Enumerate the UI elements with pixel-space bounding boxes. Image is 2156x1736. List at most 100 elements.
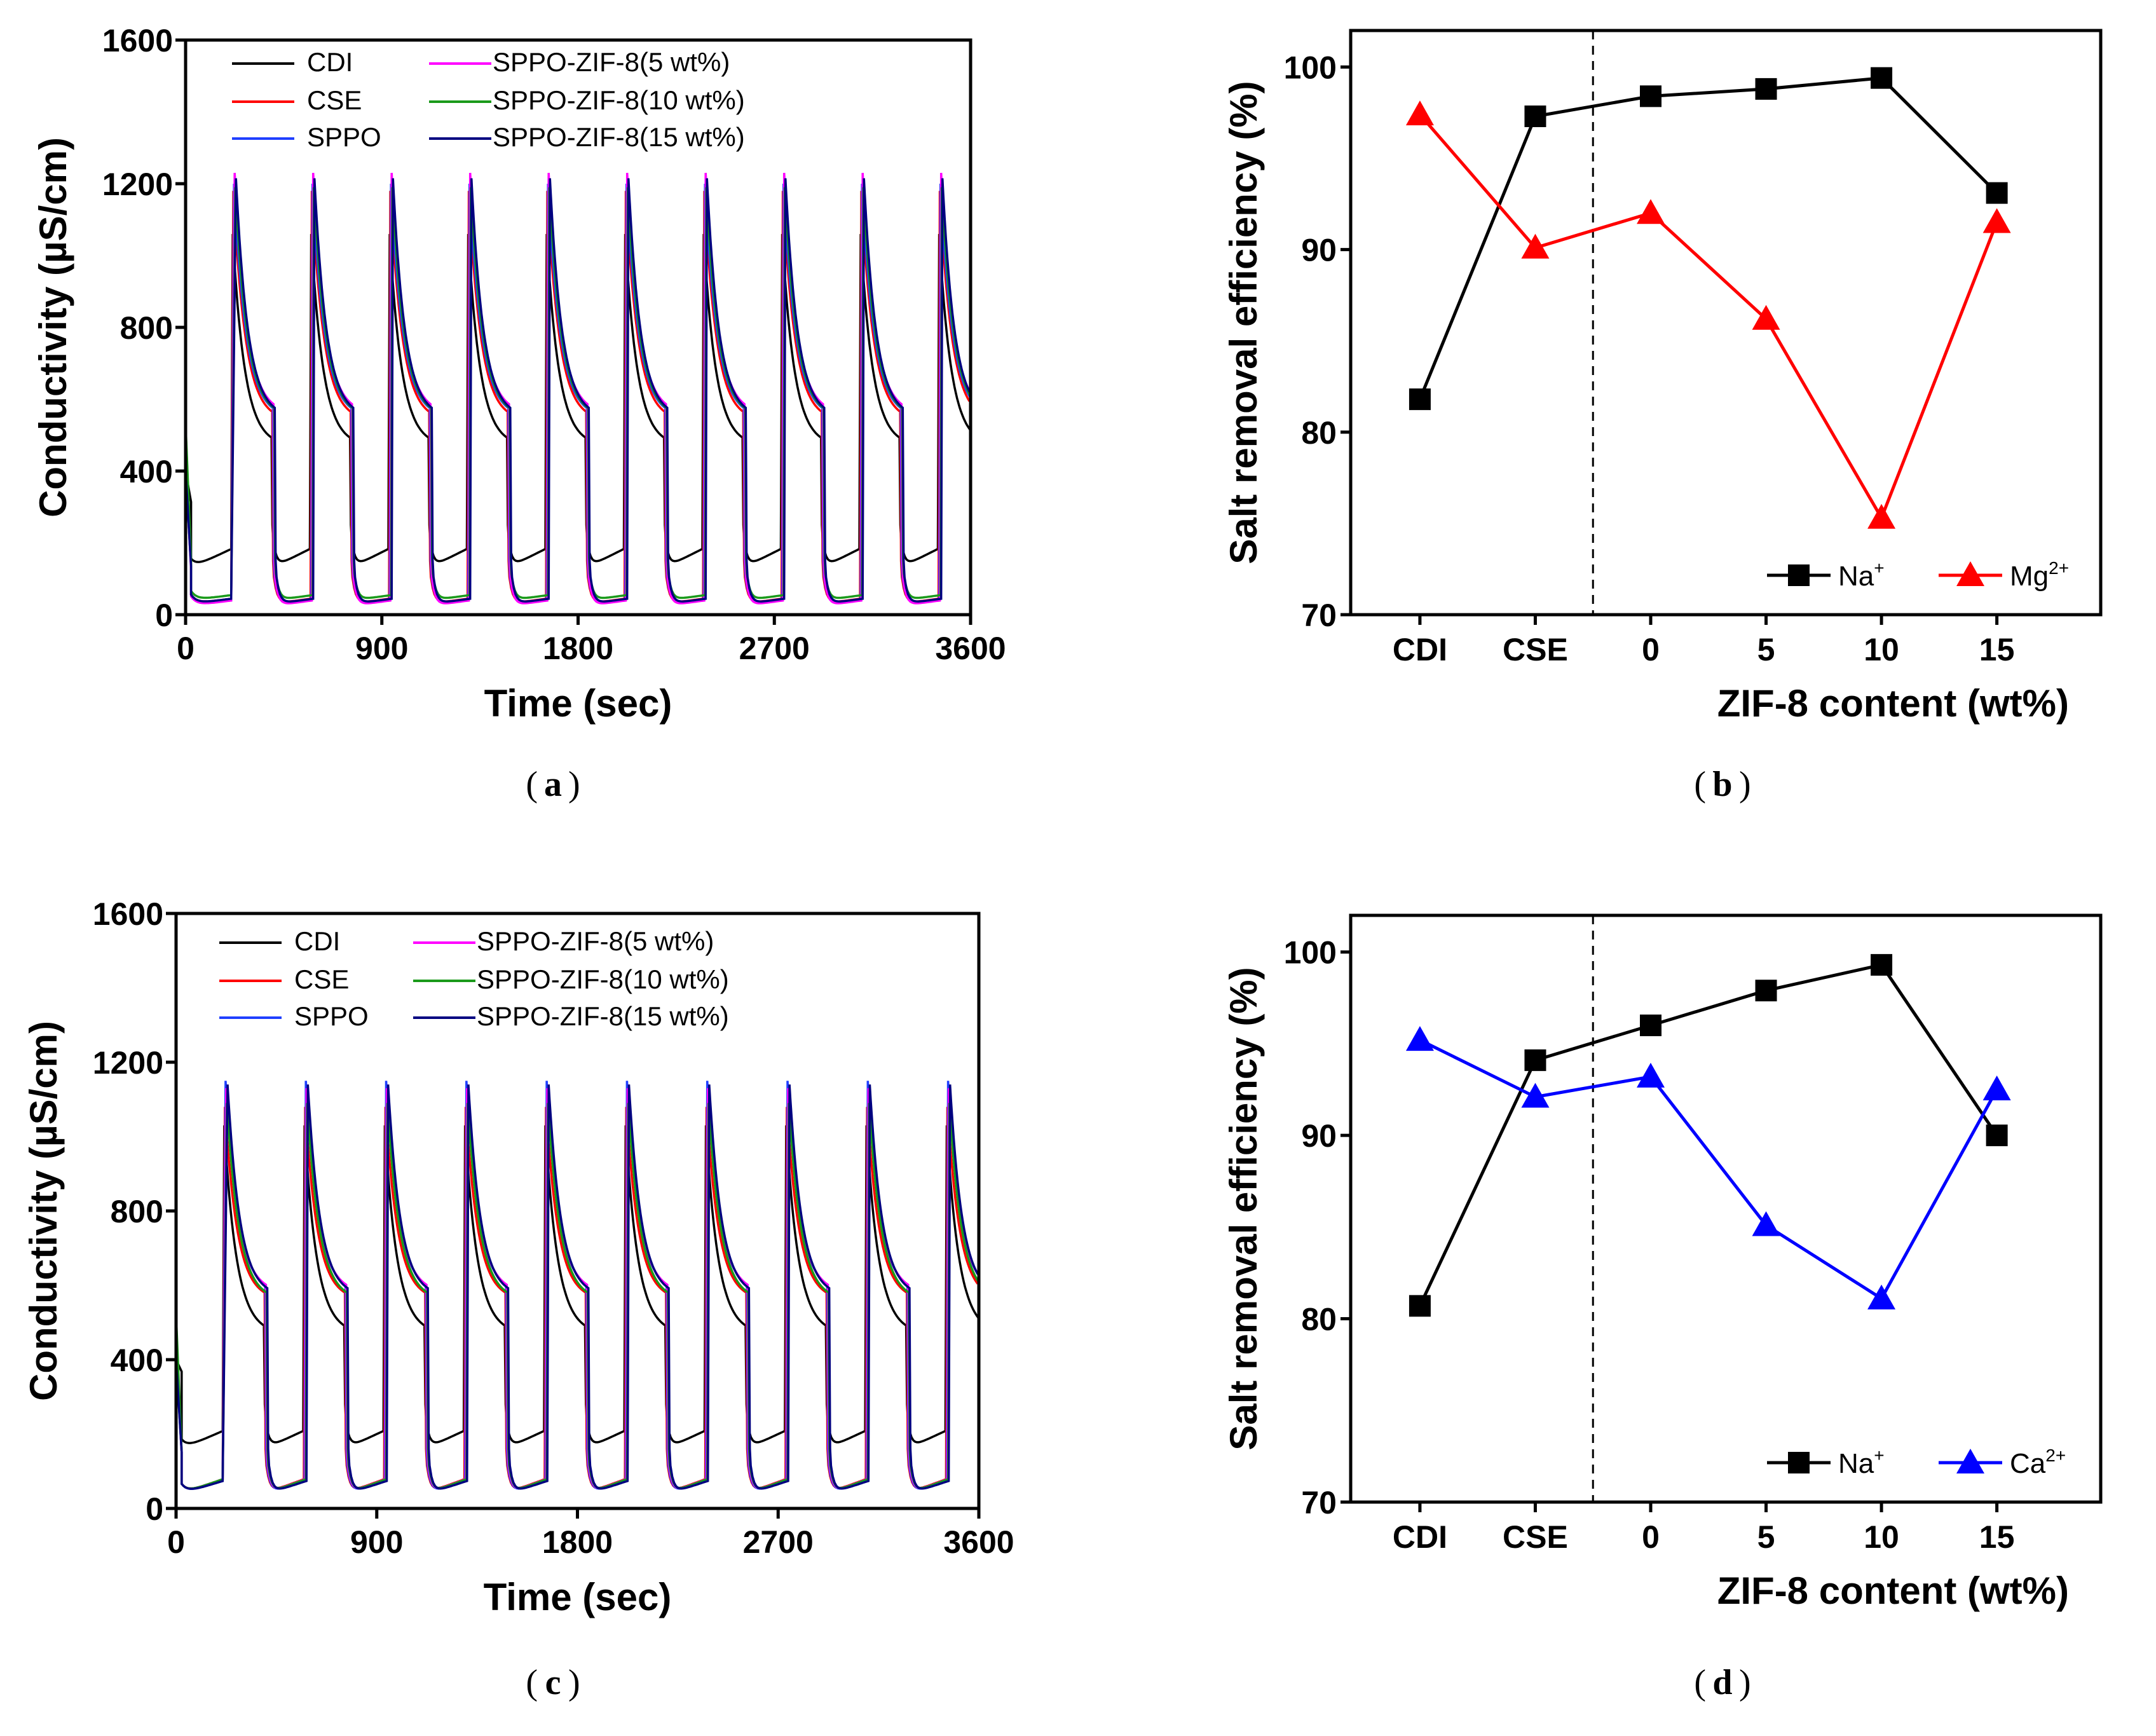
- panel-caption: d: [1712, 1663, 1732, 1702]
- data-point-square: [1524, 105, 1546, 127]
- x-axis-label: Time (sec): [484, 682, 672, 725]
- y-axis-label: Conductivity (µS/cm): [32, 137, 74, 517]
- series-line-sppo-zif-8-10-wt-: [175, 1103, 979, 1490]
- plot-frame: [1349, 913, 2103, 1504]
- data-point-square: [1755, 78, 1777, 100]
- y-tick-label: 70: [1301, 598, 1337, 633]
- data-point-square: [1640, 1015, 1661, 1037]
- y-tick-label: 400: [120, 454, 173, 489]
- y-tick-label: 1200: [102, 167, 173, 202]
- y-tick-label: 100: [1284, 935, 1337, 971]
- x-tick-label: CDI: [1393, 632, 1447, 667]
- x-axis-label: ZIF-8 content (wt%): [1717, 1569, 2069, 1612]
- x-tick-label: 10: [1864, 1519, 1899, 1555]
- y-tick-label: 800: [120, 310, 173, 346]
- x-tick-label: CDI: [1393, 1519, 1447, 1555]
- data-point-triangle: [1867, 1284, 1896, 1309]
- legend-label: CDI: [294, 926, 340, 956]
- caption-paren: ): [1739, 1663, 1751, 1702]
- x-tick-label: 1800: [543, 631, 613, 666]
- y-tick-label: 1200: [93, 1045, 163, 1081]
- data-point-triangle: [1752, 304, 1780, 330]
- x-tick-label: 5: [1757, 1519, 1775, 1555]
- caption-paren: (: [1694, 1663, 1706, 1702]
- data-point-triangle: [1521, 1083, 1550, 1108]
- legend-ion-charge: +: [1874, 1446, 1884, 1465]
- x-tick-label: 1800: [542, 1524, 613, 1560]
- chart-panel-b: CDI CSE 0 5 10 15 70 80 90 100 ZIF-8 content (wt%)…: [1222, 29, 2103, 804]
- x-tick-label: 0: [177, 631, 194, 666]
- legend-marker-triangle: [1956, 561, 1984, 586]
- data-point-square: [1755, 980, 1777, 1002]
- y-tick-label: 400: [111, 1343, 163, 1378]
- data-point-triangle: [1637, 1062, 1665, 1088]
- legend-label: SPPO: [294, 1001, 369, 1031]
- data-point-triangle: [1405, 1026, 1434, 1051]
- legend-label: SPPO-ZIF-8(15 wt%): [493, 122, 745, 152]
- legend-label: Ca2+: [2010, 1446, 2066, 1479]
- x-axis-label: Time (sec): [484, 1576, 672, 1618]
- legend-label: Na+: [1838, 1446, 1885, 1479]
- legend-ion-charge: 2+: [2045, 1446, 2066, 1465]
- data-point-square: [1871, 67, 1893, 89]
- y-tick-label: 90: [1301, 1118, 1337, 1154]
- y-tick-label: 90: [1301, 233, 1337, 268]
- legend-label: SPPO-ZIF-8(15 wt%): [477, 1001, 729, 1031]
- data-point-square: [1986, 182, 2008, 204]
- x-tick-label: 10: [1864, 632, 1899, 667]
- chart-panel-c: 0 900 1800 2700 3600 0 400 800 1200 1600 Time (sec…: [22, 896, 1014, 1702]
- legend-ion-name: Mg: [2010, 561, 2049, 592]
- panel-caption: b: [1712, 765, 1732, 804]
- x-tick-label: 3600: [935, 631, 1006, 666]
- data-point-triangle: [1982, 1076, 2011, 1101]
- data-point-triangle: [1752, 1211, 1780, 1236]
- x-tick-label: 15: [1979, 1519, 2015, 1555]
- legend-marker-square: [1788, 1452, 1810, 1473]
- legend-label: CSE: [294, 964, 349, 994]
- series-line-cdi: [184, 233, 971, 563]
- data-point-square: [1409, 1295, 1431, 1317]
- caption-paren: (: [526, 765, 538, 804]
- legend-label: SPPO-ZIF-8(10 wt%): [493, 85, 745, 115]
- caption-paren: ): [1739, 765, 1751, 804]
- y-tick-label: 100: [1284, 50, 1337, 85]
- y-tick-label: 80: [1301, 415, 1337, 451]
- data-point-square: [1640, 85, 1661, 107]
- legend: CDI CSE SPPO SPPO-ZIF-8(5 wt%) SPPO-ZIF-8(10…: [232, 47, 745, 152]
- x-tick-label: 5: [1757, 632, 1775, 667]
- plot-frame: [1349, 29, 2103, 617]
- legend: Na+ Mg2+: [1767, 558, 2069, 592]
- data-point-triangle: [1982, 208, 2011, 233]
- series-line-na: [1418, 76, 1998, 400]
- x-tick-label: 2700: [739, 631, 810, 666]
- x-tick-label: 0: [167, 1524, 185, 1560]
- caption-paren: (: [526, 1663, 538, 1702]
- legend-ion-name: Ca: [2010, 1448, 2046, 1479]
- panel-caption: a: [544, 765, 562, 804]
- y-tick-label: 800: [111, 1194, 163, 1229]
- data-point-triangle: [1637, 199, 1665, 224]
- y-axis-label: Salt removal efficiency (%): [1222, 967, 1265, 1450]
- x-axis-label: ZIF-8 content (wt%): [1717, 682, 2069, 725]
- caption-paren: (: [1694, 765, 1706, 804]
- data-point-triangle: [1521, 233, 1550, 259]
- series-line-sppo-zif-8-5-wt-: [175, 1088, 979, 1490]
- y-tick-label: 0: [146, 1491, 163, 1527]
- legend-marker-triangle: [1956, 1449, 1984, 1473]
- legend-ion-charge: 2+: [2049, 558, 2069, 578]
- series-line-ca: [1419, 1038, 1998, 1301]
- legend-label: SPPO: [307, 122, 381, 152]
- legend-ion-name: Na: [1838, 561, 1874, 592]
- x-tick-label: 900: [350, 1524, 403, 1560]
- chart-panel-d: CDI CSE 0 5 10 15 70 80 90 100 ZIF-8 content (wt%)…: [1222, 913, 2103, 1702]
- series-line-sppo-zif-8-15-wt-: [175, 1084, 979, 1490]
- legend-label: CSE: [307, 85, 362, 115]
- legend-label: CDI: [307, 47, 353, 77]
- legend: CDI CSE SPPO SPPO-ZIF-8(5 wt%) SPPO-ZIF-8(10…: [219, 926, 729, 1031]
- legend: Na+ Ca2+: [1767, 1446, 2066, 1479]
- x-tick-label: 2700: [743, 1524, 814, 1560]
- series-line-sppo-zif-8-15-wt-: [184, 178, 971, 603]
- legend-ion-name: Na: [1838, 1448, 1874, 1479]
- x-tick-label: CSE: [1503, 1519, 1568, 1555]
